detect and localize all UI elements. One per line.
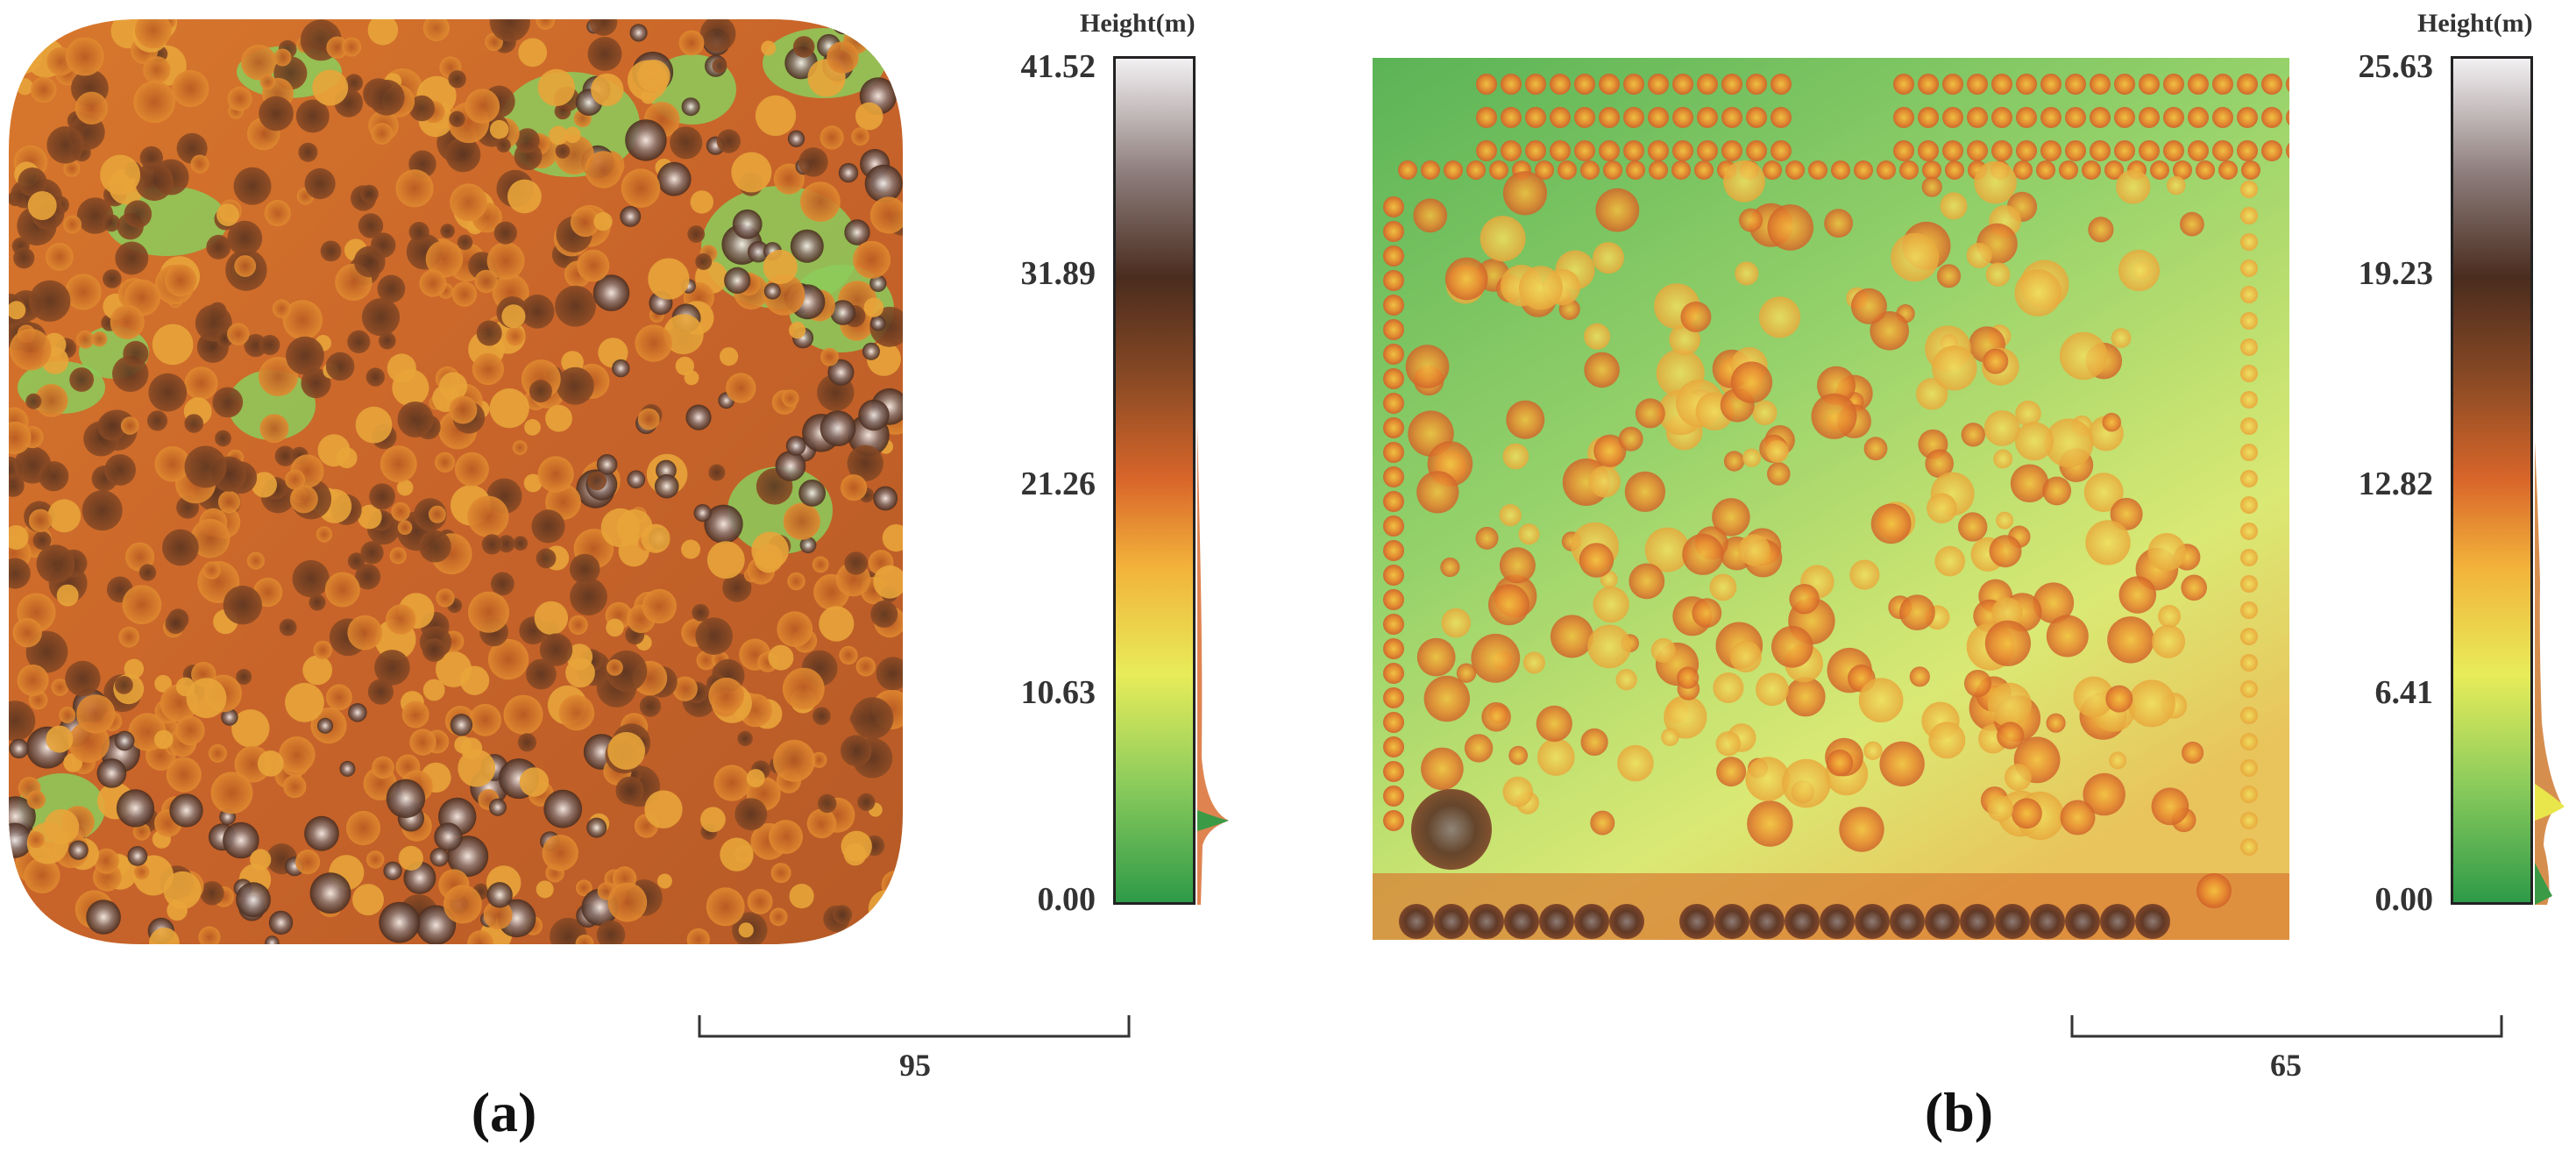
tick-a-4: 0.00	[1037, 881, 1096, 918]
height-map-a	[9, 19, 903, 944]
tick-b-2: 12.82	[2358, 466, 2434, 502]
tick-a-1: 31.89	[1020, 255, 1096, 292]
scale-bar-a	[698, 1015, 1131, 1038]
colorbar-b	[2451, 56, 2533, 905]
tick-b-0: 25.63	[2358, 48, 2434, 85]
tick-a-3: 10.63	[1020, 674, 1096, 711]
histogram-a	[1197, 424, 1229, 905]
scale-label-a: 95	[899, 1048, 931, 1083]
colorbar-a	[1113, 56, 1196, 905]
tick-b-4: 0.00	[2374, 881, 2434, 918]
scale-label-b: 65	[2270, 1048, 2302, 1083]
tick-a-2: 21.26	[1020, 466, 1096, 502]
tick-b-1: 19.23	[2358, 255, 2434, 292]
colorbar-title-a: Height(m)	[1080, 9, 1196, 38]
colorbar-title-b: Height(m)	[2417, 9, 2533, 38]
panel-label-b: (b)	[1924, 1081, 1994, 1143]
height-map-b	[1373, 58, 2289, 940]
tick-b-3: 6.41	[2374, 674, 2434, 711]
panel-label-a: (a)	[471, 1081, 537, 1143]
scale-bar-b	[2070, 1015, 2503, 1038]
histogram-b	[2535, 442, 2565, 905]
tick-a-0: 41.52	[1020, 48, 1096, 85]
